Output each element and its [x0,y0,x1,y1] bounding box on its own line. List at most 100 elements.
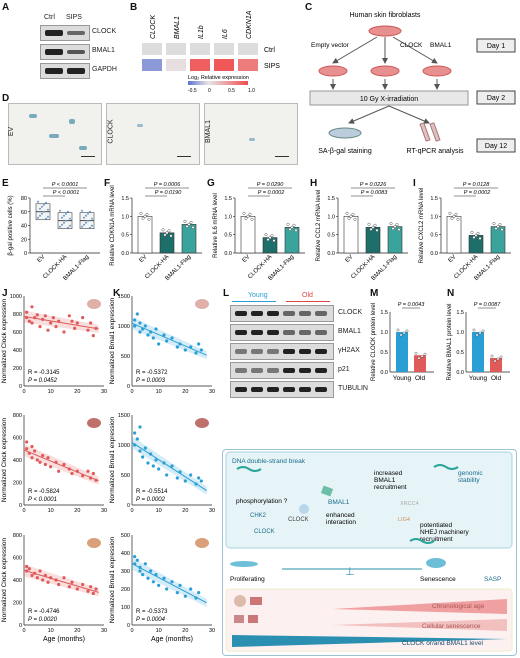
scatter-point [49,321,53,325]
scatter-point [91,471,95,476]
heatmap-cell-sips [214,59,234,71]
c-irradiation-box [309,90,469,106]
scatter-point [86,589,90,593]
blot-l-young: Young [248,292,268,299]
scatter-j1: 0 200 400 600 800 1000 0 10 20 30 Normalized Clock… [1,294,107,395]
panel-label-d: D [2,93,10,104]
liver-icon [87,418,101,428]
scatter-point [143,324,147,328]
x-tick: EV [242,254,252,264]
scatter-point [94,478,98,482]
y-tick: 0.5 [430,233,438,239]
blot-l-row-3 [230,362,334,379]
p-value: P = 0.0003 [136,378,166,384]
scatter-point [54,578,58,582]
y-axis-label: β-gal positive cells (%) [8,195,14,255]
heatmap-gene-3: IL6 [222,29,229,39]
y-tick: 600 [13,436,22,442]
scatter-point [70,471,74,476]
y-tick: 600 [13,556,22,562]
heatmap-row-ctrl: Ctrl [264,47,275,54]
micrograph-bmal1: BMAL1 [204,103,298,165]
scatter-point [75,469,79,473]
y-tick: 600 [13,330,22,336]
scatter-point [46,328,50,332]
y-axis-label: Relative BMAL1 protein level [447,303,453,380]
o-brain-icon [234,595,246,607]
heatmap-gene-4: CDKN1A [246,10,253,39]
c-arm-ev: Empty vector [311,42,350,49]
blot-a-row-clock: CLOCK [92,28,117,35]
regression-line [131,441,207,492]
kidney-icon [87,538,101,548]
y-tick: 400 [13,578,22,584]
y-tick: 1500 [118,294,130,300]
scatter-point [165,587,169,591]
x-tick: EV [37,254,47,264]
panel-label-a: A [2,2,10,13]
scatter-point [67,314,71,318]
scatter-point [35,313,39,317]
p-value-1: P = 0.0006 [154,182,181,188]
y-tick: 800 [13,533,22,539]
p-value-2: P < 0.0001 [53,190,80,196]
x-tick: 30 [101,508,107,514]
p-value: P = 0.0087 [474,302,501,308]
x-tick: 10 [156,389,162,395]
regression-line [23,315,99,330]
y-tick: 0.5 [224,233,232,239]
scatter-point [54,460,58,464]
scatter-point [133,555,137,559]
x-axis-label: Age (months) [151,636,193,643]
scatter-point [135,558,139,562]
scatter-point [33,316,37,320]
scatter-point [54,325,58,329]
x-tick: 0 [22,389,25,395]
r-value: R = -0.5373 [136,609,168,615]
p-value: P = 0.0020 [28,617,58,623]
o-cell-icon [230,561,258,567]
scatter-point [194,596,198,600]
scatter-point [49,465,53,469]
panel-label-m: M [370,288,379,299]
panel-label-n: N [447,288,455,299]
scatter-point [138,425,142,429]
y-tick: 1.5 [327,196,335,202]
y-tick: 200 [13,601,22,607]
o-kidney-icon [234,615,244,623]
scatter-point [141,455,145,459]
scatter-point [143,446,147,450]
c-assay-stain: SA-β-gal staining [318,148,372,155]
scatter-point [133,431,137,435]
c-day12-box [476,138,516,153]
scatter-point [57,319,61,323]
o-inhibit-icon: ⊥ [345,566,355,578]
y-axis-label: Normalized Bmal1 expression [109,536,116,623]
scatter-point [46,456,50,460]
y-axis-label: Relative CDKN1A mRNA level [110,185,116,265]
blot-a-row-gapdh: GAPDH [92,66,117,73]
scatter-point [86,328,90,332]
scatter-point [194,351,198,355]
scatter-point [141,573,145,577]
x-tick: 20 [74,508,80,514]
scatter-point [141,327,145,331]
y-tick: 1.0 [121,214,129,220]
r-value: R = -0.5514 [136,489,168,495]
x-tick: 30 [101,628,107,634]
scatter-point [135,312,139,316]
o-clocklevel: CLOCK or/and BMAL1 level [402,640,483,647]
scatter-point [25,447,29,451]
x-tick: 10 [48,508,54,514]
y-tick: 0.0 [430,251,438,257]
blot-l-row-0 [230,305,334,322]
scatter-point [178,583,182,587]
heatmap-cell-sips [166,59,186,71]
blot-l-label-1: BMAL1 [338,328,361,335]
x-tick: Young [469,375,488,382]
x-tick: 20 [74,389,80,395]
y-tick: 0 [127,384,130,390]
blot-a-col-ctrl: Ctrl [44,14,55,21]
